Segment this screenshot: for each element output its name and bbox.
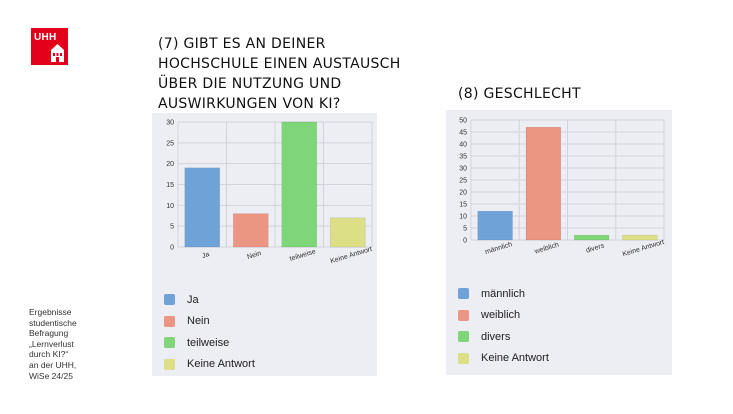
chart-1-title: (7) Gibt es an deiner Hochschule einen A… xyxy=(158,36,401,112)
survey-note-line: „Lernverlust xyxy=(29,338,74,349)
chart-1-panel: 0 5 10 15 20 25 30 Ja Nein teilweise Keine Antwort… xyxy=(152,113,377,376)
legend-item: teilweise xyxy=(164,332,255,354)
x-tick-label: divers xyxy=(585,242,605,254)
legend-swatch xyxy=(164,315,175,327)
chart-2-title: (8) Geschlecht xyxy=(458,86,581,102)
y-tick-label: 35 xyxy=(459,154,467,161)
legend-item: Keine Antwort xyxy=(458,348,549,370)
chart-2-legend: männlich weiblich divers Keine Antwort xyxy=(458,283,549,369)
legend-item: Keine Antwort xyxy=(164,354,255,376)
legend-label: Keine Antwort xyxy=(187,358,255,371)
y-tick-label: 10 xyxy=(166,203,174,210)
legend-swatch xyxy=(458,352,469,364)
bar xyxy=(573,234,610,241)
y-tick-label: 15 xyxy=(166,182,174,189)
legend-item: Ja xyxy=(164,289,255,311)
legend-label: Ja xyxy=(187,293,199,306)
legend-label: Nein xyxy=(187,315,210,328)
x-tick-label: Ja xyxy=(201,251,210,260)
bar xyxy=(329,217,366,248)
y-tick-label: 45 xyxy=(459,130,467,137)
y-tick-label: 5 xyxy=(463,226,467,233)
legend-item: divers xyxy=(458,326,549,348)
chart-1-legend: Ja Nein teilweise Keine Antwort xyxy=(164,289,255,375)
legend-label: weiblich xyxy=(481,309,521,322)
chart-2-plot: 0 5 10 15 20 25 30 35 40 45 50 männlich weiblich dive… xyxy=(459,118,665,259)
x-tick-label: männlich xyxy=(484,241,513,256)
bar xyxy=(525,126,562,241)
y-tick-label: 30 xyxy=(166,120,174,127)
legend-label: männlich xyxy=(481,287,526,300)
legend-swatch xyxy=(458,309,469,321)
x-tick-label: weiblich xyxy=(533,242,560,256)
chart-1-plot: 0 5 10 15 20 25 30 Ja Nein teilweise Keine Antwort xyxy=(166,120,373,266)
survey-note-line: studentische xyxy=(29,317,77,328)
legend-label: Keine Antwort xyxy=(481,352,549,365)
legend-swatch xyxy=(164,337,175,349)
x-tick-label: Keine Antwort xyxy=(622,239,665,258)
survey-note-line: WiSe 24/25 xyxy=(29,370,73,381)
y-tick-label: 0 xyxy=(463,238,467,245)
survey-note-line: durch KI?“ xyxy=(29,349,69,360)
survey-note-line: Ergebnisse xyxy=(29,307,72,317)
legend-item: männlich xyxy=(458,283,549,305)
chart-2-panel: 0 5 10 15 20 25 30 35 40 45 50 männlich weiblich dive… xyxy=(446,110,672,375)
legend-swatch xyxy=(458,288,469,300)
y-tick-label: 30 xyxy=(459,166,467,173)
y-tick-label: 5 xyxy=(170,224,174,231)
bar xyxy=(622,234,658,241)
y-tick-label: 25 xyxy=(459,178,467,185)
y-tick-label: 40 xyxy=(459,142,467,149)
y-tick-label: 0 xyxy=(170,245,174,252)
survey-note-line: Befragung xyxy=(29,328,69,339)
legend-item: Nein xyxy=(164,311,255,333)
bar xyxy=(281,121,318,248)
y-tick-label: 20 xyxy=(166,161,174,168)
survey-note: Ergebnisse studentische Befragung „Lernverl… xyxy=(29,307,109,381)
x-tick-label: teilweise xyxy=(289,248,317,263)
legend-label: divers xyxy=(481,330,511,343)
y-tick-label: 25 xyxy=(166,140,174,147)
x-tick-label: Nein xyxy=(246,250,262,261)
y-tick-label: 10 xyxy=(459,214,467,221)
y-tick-label: 50 xyxy=(459,118,467,125)
legend-item: weiblich xyxy=(458,305,549,327)
y-tick-label: 20 xyxy=(459,190,467,197)
bar xyxy=(184,167,221,248)
building-icon xyxy=(51,44,64,62)
uhh-logo: UHH xyxy=(31,28,68,65)
survey-note-line: an der UHH, xyxy=(29,359,77,370)
legend-label: teilweise xyxy=(187,336,230,349)
bar xyxy=(477,210,513,241)
bar xyxy=(232,213,269,248)
legend-swatch xyxy=(164,294,175,306)
logo-text: UHH xyxy=(34,32,57,43)
legend-swatch xyxy=(458,331,469,343)
y-tick-label: 15 xyxy=(459,202,467,209)
x-tick-label: Keine Antwort xyxy=(330,246,373,265)
legend-swatch xyxy=(164,358,175,370)
